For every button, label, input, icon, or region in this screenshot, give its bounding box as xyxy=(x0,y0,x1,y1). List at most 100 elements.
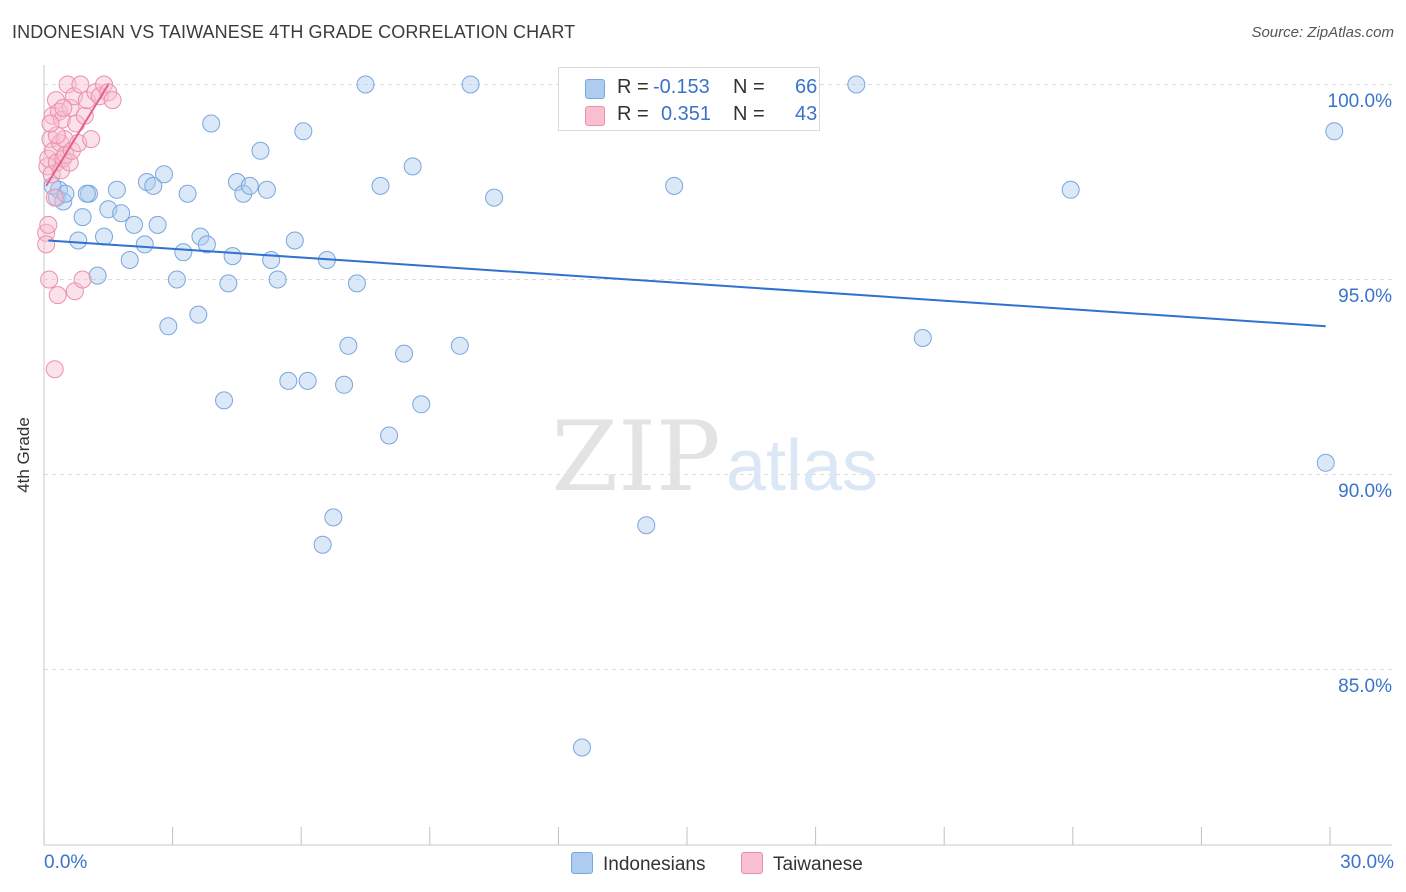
point-taiwanese xyxy=(47,126,66,145)
point-taiwanese xyxy=(73,270,92,289)
point-taiwanese xyxy=(48,286,67,305)
watermark-atlas: atlas xyxy=(726,426,878,506)
x-tick-label-max: 30.0% xyxy=(1340,852,1394,873)
legend-item-indonesians[interactable]: Indonesians xyxy=(571,852,705,876)
source-credit: Source: ZipAtlas.com xyxy=(1251,24,1394,41)
point-indonesians xyxy=(135,235,154,254)
point-indonesians xyxy=(159,317,178,336)
point-taiwanese xyxy=(71,75,90,94)
point-indonesians xyxy=(251,141,270,160)
point-taiwanese xyxy=(54,98,73,117)
point-indonesians xyxy=(77,184,96,203)
point-indonesians xyxy=(197,235,216,254)
point-indonesians xyxy=(637,516,656,535)
point-indonesians xyxy=(120,251,139,269)
point-taiwanese xyxy=(45,360,64,379)
point-taiwanese xyxy=(40,270,59,289)
point-indonesians xyxy=(215,391,234,410)
legend-label-indonesians: Indonesians xyxy=(603,854,706,875)
point-indonesians xyxy=(285,231,304,250)
legend-n-value: 66 xyxy=(795,76,818,98)
point-indonesians xyxy=(155,165,174,184)
trend-line-taiwanese xyxy=(45,83,110,187)
point-indonesians xyxy=(335,375,354,394)
point-indonesians xyxy=(167,270,186,289)
point-indonesians xyxy=(69,231,88,250)
point-indonesians xyxy=(395,344,414,363)
point-indonesians xyxy=(324,508,343,527)
point-taiwanese xyxy=(103,91,122,110)
point-indonesians xyxy=(125,215,144,234)
point-indonesians xyxy=(268,270,287,289)
legend-r-label: R = xyxy=(617,103,649,125)
axes xyxy=(43,65,1392,846)
trend-line-indonesians xyxy=(48,239,1326,328)
legend-swatch-taiwanese xyxy=(741,852,763,874)
correlation-legend: R = -0.153 N = 66 R = 0.351 N = 43 xyxy=(558,67,820,131)
legend-n-label: N = xyxy=(733,103,765,125)
point-taiwanese xyxy=(61,98,80,117)
point-indonesians xyxy=(371,176,390,195)
legend-r-value: 0.351 xyxy=(661,103,712,125)
y-tick-label: 85.0% xyxy=(1338,675,1392,697)
point-indonesians xyxy=(174,243,193,262)
legend-label-taiwanese: Taiwanese xyxy=(773,854,863,875)
point-indonesians xyxy=(112,204,131,223)
x-tick-label-min: 0.0% xyxy=(44,852,88,873)
point-indonesians xyxy=(847,75,866,94)
point-indonesians xyxy=(403,157,422,176)
y-tick-label: 90.0% xyxy=(1338,480,1392,502)
point-indonesians xyxy=(461,75,480,94)
legend-n-value: 43 xyxy=(795,103,818,125)
point-indonesians xyxy=(107,180,126,199)
y-axis-label: 4th Grade xyxy=(14,417,33,493)
point-indonesians xyxy=(339,336,358,355)
point-taiwanese xyxy=(82,130,101,149)
point-indonesians xyxy=(262,251,281,269)
point-indonesians xyxy=(347,274,366,293)
point-indonesians xyxy=(665,176,684,195)
point-indonesians xyxy=(240,176,259,195)
point-indonesians xyxy=(279,371,298,390)
data-points xyxy=(37,75,1344,757)
point-indonesians xyxy=(380,426,399,445)
point-indonesians xyxy=(356,75,375,94)
legend-r-value: -0.153 xyxy=(653,76,710,98)
zipatlas-watermark: ZIP atlas xyxy=(551,401,878,513)
point-indonesians xyxy=(144,176,163,195)
point-indonesians xyxy=(73,208,92,227)
legend-swatch-indonesians xyxy=(571,852,593,874)
legend-r-label: R = xyxy=(617,76,649,98)
point-indonesians xyxy=(913,329,932,347)
point-indonesians xyxy=(202,114,221,133)
grid-lines xyxy=(44,84,1392,670)
point-indonesians xyxy=(1061,180,1080,199)
legend-swatch-indonesians xyxy=(585,79,605,99)
point-indonesians xyxy=(257,180,276,199)
point-indonesians xyxy=(95,227,114,246)
y-tick-label: 100.0% xyxy=(1327,90,1392,112)
watermark-zip: ZIP xyxy=(551,401,720,513)
point-indonesians xyxy=(313,535,332,554)
point-indonesians xyxy=(88,266,107,285)
point-indonesians xyxy=(189,305,208,324)
trend-lines xyxy=(45,83,1326,328)
y-tick-label: 95.0% xyxy=(1338,285,1392,307)
chart-title: INDONESIAN VS TAIWANESE 4TH GRADE CORREL… xyxy=(12,22,576,42)
point-indonesians xyxy=(219,274,238,293)
point-taiwanese xyxy=(37,235,56,254)
point-taiwanese xyxy=(41,114,60,133)
legend-swatch-taiwanese xyxy=(585,106,605,126)
point-indonesians xyxy=(298,371,317,390)
legend-item-taiwanese[interactable]: Taiwanese xyxy=(741,852,863,876)
legend-n-label: N = xyxy=(733,76,765,98)
point-indonesians xyxy=(412,395,431,414)
point-taiwanese xyxy=(45,188,64,207)
point-indonesians xyxy=(1325,122,1344,141)
point-indonesians xyxy=(485,188,504,207)
point-indonesians xyxy=(294,122,313,141)
point-indonesians xyxy=(450,336,469,355)
point-indonesians xyxy=(572,738,591,757)
point-taiwanese xyxy=(47,91,66,110)
